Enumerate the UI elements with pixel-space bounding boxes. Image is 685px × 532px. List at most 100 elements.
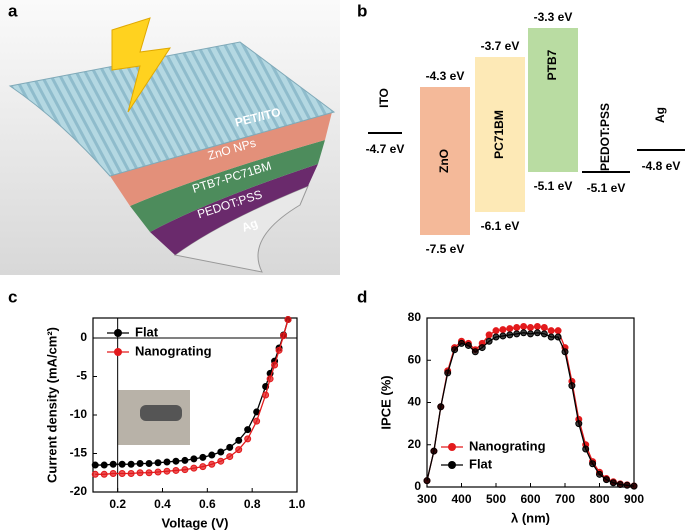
x-tick-label: 0.4: [154, 497, 171, 511]
x-tick-label: 1.0: [289, 497, 306, 511]
panel-label: b: [357, 1, 367, 20]
data-point: [568, 382, 576, 390]
energy-band: [475, 57, 525, 212]
series-line: [426, 325, 635, 487]
data-point: [533, 322, 541, 330]
data-point: [471, 348, 479, 356]
data-point: [575, 420, 583, 428]
y-tick-label: 0: [414, 479, 421, 493]
data-point: [554, 327, 562, 335]
data-point: [547, 327, 555, 335]
data-point: [499, 332, 507, 340]
legend-label: Nanograting: [135, 343, 212, 358]
data-point: [275, 346, 283, 354]
material-name: PEDOT:PSS: [598, 103, 612, 171]
data-point: [561, 348, 569, 356]
data-point: [582, 445, 590, 453]
inset-device: [140, 405, 182, 421]
data-point: [271, 361, 279, 369]
material-name: PTB7: [545, 49, 559, 80]
data-point: [235, 446, 243, 454]
data-point: [262, 391, 270, 399]
panel-a: [0, 0, 340, 275]
panel-c-inset: [118, 390, 190, 445]
data-point: [109, 470, 117, 478]
data-point: [485, 337, 493, 345]
data-point: [458, 339, 465, 347]
data-point: [602, 476, 610, 484]
data-point: [208, 460, 216, 468]
data-point: [244, 435, 252, 443]
x-tick-label: 0.6: [199, 497, 216, 511]
x-tick-label: 600: [520, 492, 540, 506]
data-point: [554, 333, 562, 341]
legend-marker: [114, 348, 122, 356]
x-tick-label: 500: [486, 492, 506, 506]
data-point: [199, 463, 207, 471]
data-point: [533, 329, 541, 337]
data-point: [444, 369, 452, 377]
data-point: [217, 448, 225, 456]
legend-label: Flat: [469, 456, 493, 471]
x-tick-label: 900: [624, 492, 644, 506]
light-bolt: [111, 17, 172, 113]
data-point: [492, 333, 500, 341]
data-point: [181, 466, 189, 474]
energy-label: -5.1 eV: [587, 181, 626, 195]
y-tick-label: 40: [408, 395, 422, 409]
data-point: [199, 453, 207, 461]
data-point: [430, 447, 438, 455]
data-point: [127, 460, 135, 468]
x-tick-label: 800: [589, 492, 609, 506]
layer-label: Ag: [240, 216, 260, 235]
x-tick-label: 400: [451, 492, 471, 506]
data-point: [451, 346, 459, 354]
y-tick-label: 20: [408, 437, 422, 451]
data-point: [109, 460, 117, 468]
data-point: [623, 481, 631, 489]
x-tick-label: 700: [555, 492, 575, 506]
material-name: ZnO: [437, 149, 451, 173]
legend-label: Flat: [135, 324, 159, 339]
data-point: [154, 459, 162, 467]
series-line: [426, 332, 635, 487]
material-name: ITO: [377, 88, 391, 108]
y-tick-label: 0: [80, 330, 87, 344]
energy-band: [528, 28, 578, 172]
data-point: [235, 436, 243, 444]
data-point: [513, 324, 521, 332]
y-axis-label: Current density (mA/cm²): [44, 327, 59, 483]
data-point: [513, 330, 521, 338]
data-point: [181, 456, 189, 464]
material-name: Ag: [653, 107, 667, 123]
energy-label: -7.5 eV: [426, 242, 465, 256]
data-point: [527, 324, 534, 332]
data-point: [596, 470, 603, 478]
energy-label: -3.7 eV: [481, 39, 520, 53]
data-point: [91, 461, 99, 469]
data-point: [527, 330, 534, 338]
data-point: [280, 332, 288, 340]
y-tick-label: -10: [70, 407, 88, 421]
data-point: [485, 331, 493, 339]
data-point: [506, 331, 514, 339]
data-point: [154, 468, 162, 476]
panel-label: c: [8, 287, 17, 306]
data-point: [172, 457, 180, 465]
data-point: [145, 460, 153, 468]
data-point: [499, 326, 507, 334]
energy-label: -4.7 eV: [366, 142, 405, 156]
legend-label: Nanograting: [469, 438, 546, 453]
energy-label: -3.3 eV: [534, 10, 573, 24]
data-point: [423, 477, 431, 485]
data-point: [506, 325, 514, 333]
data-point: [217, 457, 225, 465]
ptb7-layer: [130, 140, 325, 232]
legend-marker: [448, 461, 456, 469]
y-tick-label: -15: [70, 446, 88, 460]
data-point: [284, 316, 292, 324]
data-point: [437, 403, 445, 411]
panel-label: a: [8, 1, 18, 20]
energy-label: -4.8 eV: [642, 159, 681, 173]
